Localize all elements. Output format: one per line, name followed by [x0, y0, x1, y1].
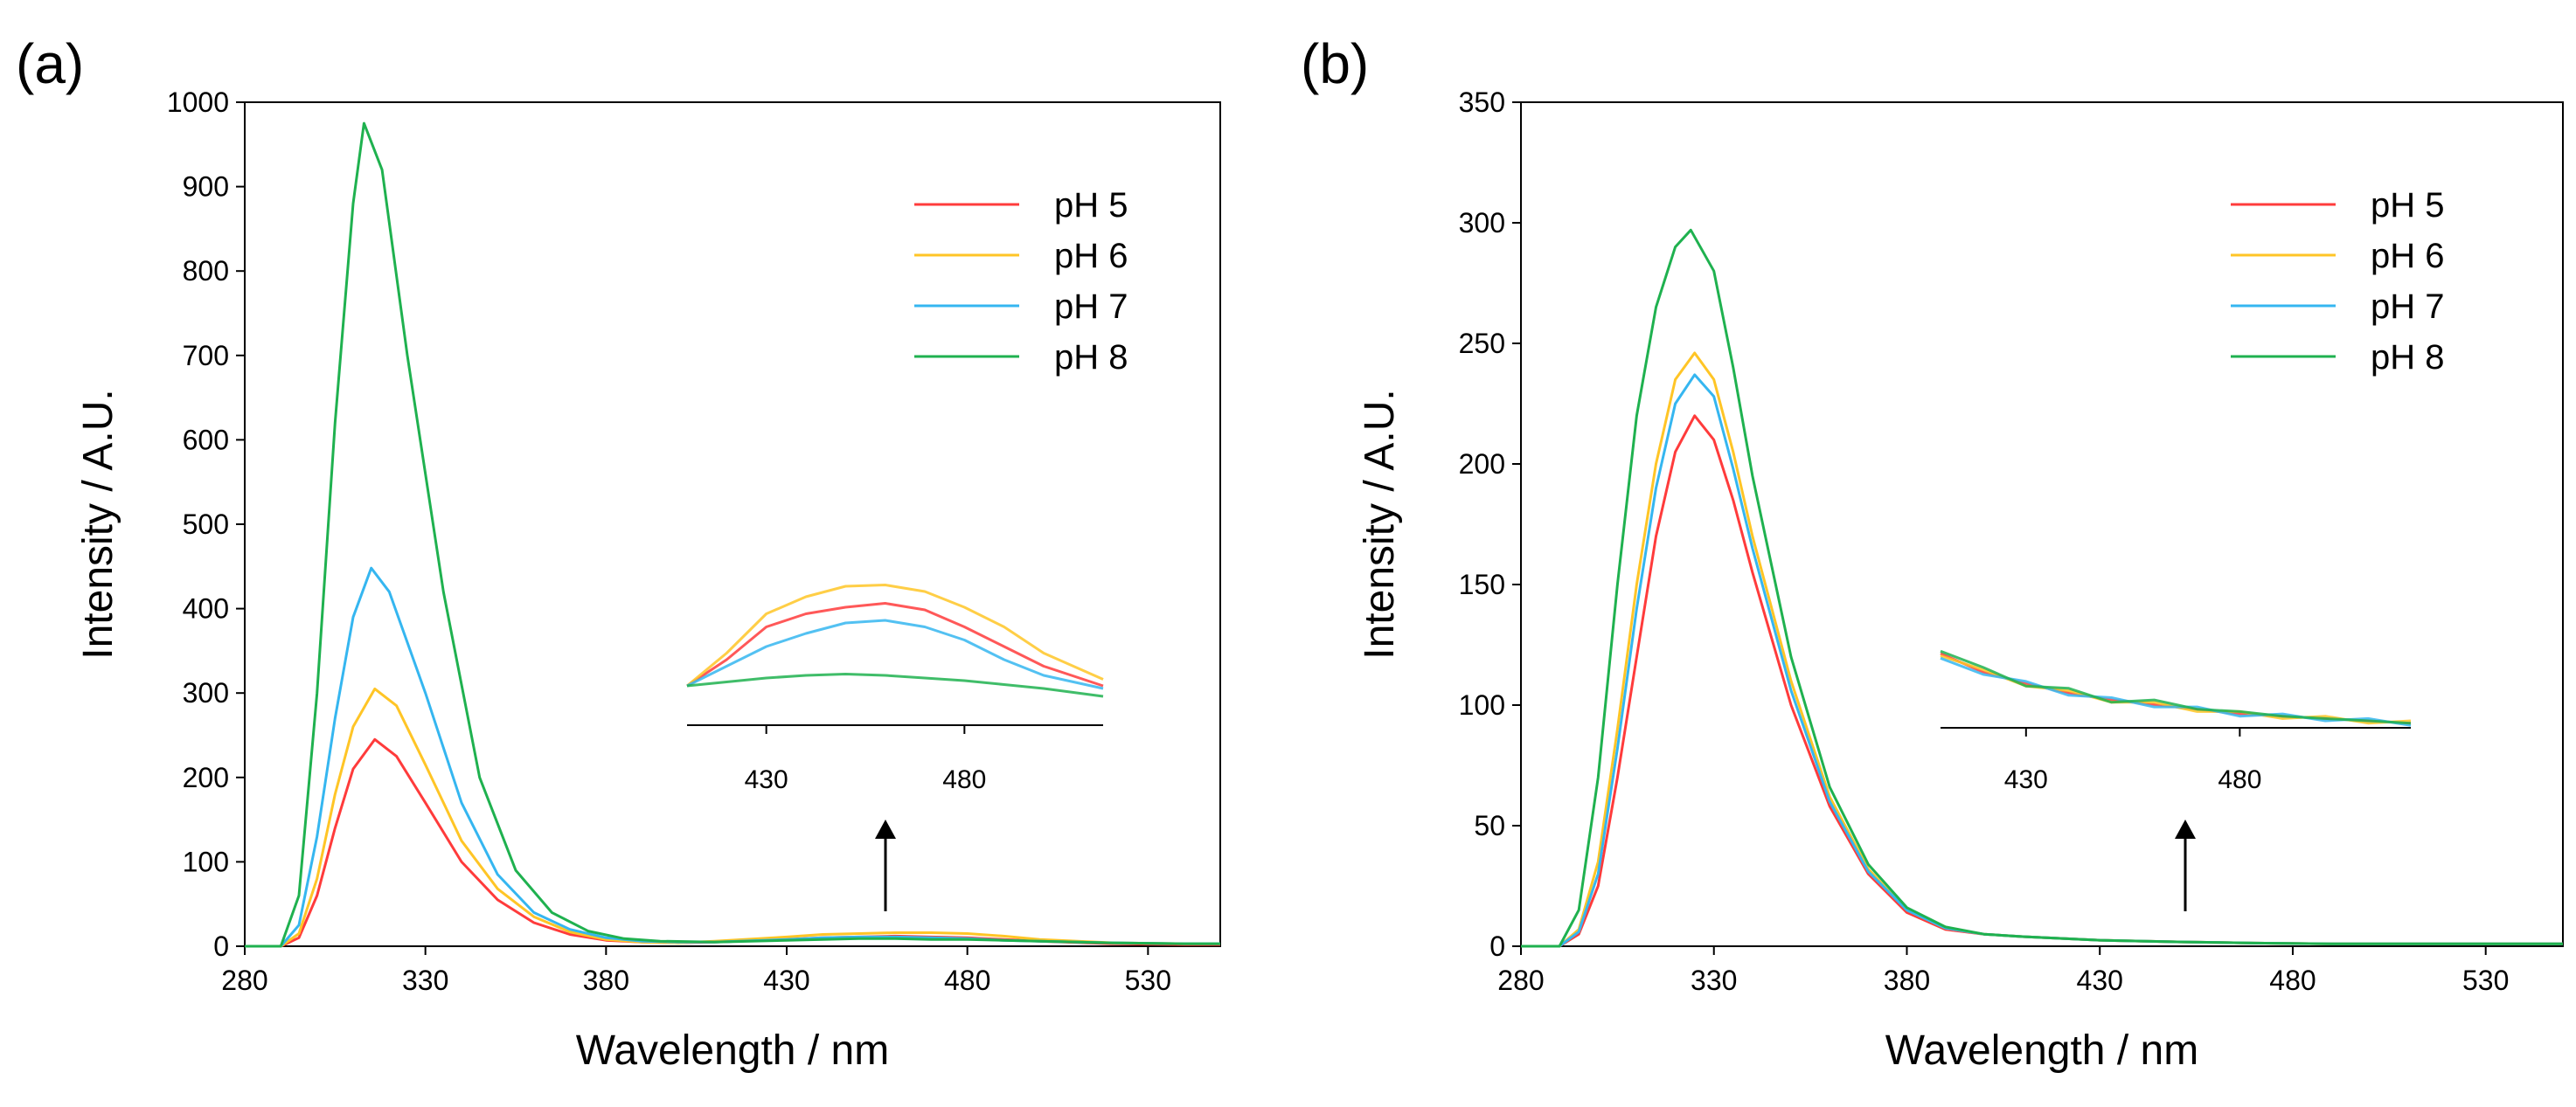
plot-frame [1520, 101, 2564, 947]
x-tick-label: 380 [583, 965, 629, 996]
series-line-ph5 [1521, 414, 2563, 948]
y-tick-label: 150 [1459, 569, 1505, 600]
y-axis-title: Intensity / A.U. [75, 389, 122, 659]
x-tick-label: 430 [763, 965, 809, 996]
inset-series-line-ph7 [1940, 656, 2412, 727]
series-line-ph6 [1521, 351, 2563, 948]
inset-x-tick-label: 430 [745, 765, 788, 794]
inset-series-line-ph8 [1940, 649, 2412, 725]
y-tick-label: 0 [1489, 931, 1505, 962]
inset-x-tick-label: 480 [942, 765, 986, 794]
y-tick-label: 0 [213, 931, 229, 962]
legend-label: pH 6 [2371, 237, 2445, 275]
inset-x-tick-label: 430 [2004, 765, 2048, 794]
x-tick-label: 380 [1884, 965, 1930, 996]
x-tick-label: 280 [1497, 965, 1544, 996]
y-tick-label: 200 [183, 762, 229, 793]
y-tick-label: 800 [183, 255, 229, 287]
y-tick-label: 100 [183, 846, 229, 877]
inset-series-line-ph5 [1940, 652, 2412, 725]
x-tick-label: 330 [402, 965, 448, 996]
inset-series-line-ph7 [686, 619, 1104, 690]
series-line-ph8 [1521, 228, 2563, 948]
y-tick-label: 1000 [167, 86, 229, 118]
legend-label: pH 7 [2371, 287, 2445, 326]
y-tick-label: 350 [1459, 86, 1505, 118]
legend-label: pH 5 [1054, 186, 1128, 225]
legend-label: pH 7 [1054, 287, 1128, 326]
y-tick-label: 700 [183, 340, 229, 371]
panel-label: (b) [1301, 32, 1369, 95]
series-line-ph7 [1521, 373, 2563, 948]
y-tick-label: 200 [1459, 448, 1505, 480]
y-tick-label: 300 [1459, 207, 1505, 239]
legend-label: pH 8 [1054, 338, 1128, 377]
series-line-ph7 [245, 566, 1220, 948]
series-line-ph8 [245, 121, 1220, 948]
inset-series-line-ph6 [686, 584, 1104, 688]
legend-label: pH 5 [2371, 186, 2445, 225]
y-tick-label: 300 [183, 677, 229, 709]
panel-label: (a) [16, 32, 84, 95]
legend-label: pH 6 [1054, 237, 1128, 275]
x-tick-label: 430 [2077, 965, 2123, 996]
arrow-head [875, 820, 896, 839]
x-axis-title: Wavelength / nm [1885, 1027, 2198, 1074]
x-tick-label: 530 [1125, 965, 1171, 996]
x-tick-label: 530 [2462, 965, 2509, 996]
panel-a: (a) 0 100 200 300 400 500 600 700 800 900 1000 280 33… [16, 32, 1221, 1074]
y-tick-label: 250 [1459, 328, 1505, 359]
legend-label: pH 8 [2371, 338, 2445, 377]
arrow-head [2175, 820, 2196, 839]
y-tick-label: 600 [183, 424, 229, 455]
inset-series-line-ph6 [1940, 654, 2412, 725]
panel-b: (b) 0 50 100 150 200 250 300 350 280 330 380 430 480 5… [1301, 32, 2564, 1074]
x-axis-title: Wavelength / nm [576, 1027, 889, 1074]
x-tick-label: 480 [2269, 965, 2316, 996]
x-tick-label: 280 [221, 965, 267, 996]
y-tick-label: 500 [183, 509, 229, 540]
y-axis-title: Intensity / A.U. [1357, 389, 1403, 659]
y-tick-label: 900 [183, 171, 229, 203]
inset-series-line-ph5 [686, 602, 1104, 688]
x-tick-label: 480 [944, 965, 990, 996]
series-line-ph5 [245, 737, 1220, 948]
y-tick-label: 100 [1459, 689, 1505, 721]
y-tick-label: 400 [183, 593, 229, 625]
x-tick-label: 330 [1691, 965, 1737, 996]
series-line-ph6 [245, 687, 1220, 948]
inset-x-tick-label: 480 [2218, 765, 2261, 794]
y-tick-label: 50 [1474, 810, 1505, 841]
inset-series-line-ph8 [686, 673, 1104, 698]
